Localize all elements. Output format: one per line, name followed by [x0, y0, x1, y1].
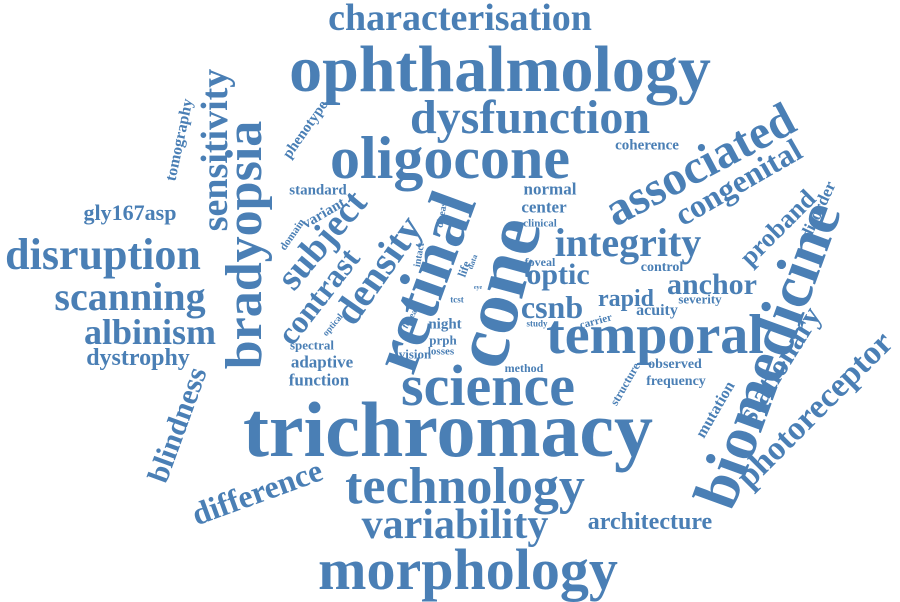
word-phenotype: phenotype	[279, 97, 332, 162]
word-characterisation: characterisation	[328, 0, 592, 39]
word-control: control	[640, 260, 684, 275]
word-foveal: foveal	[524, 255, 556, 269]
word-function: function	[288, 370, 350, 390]
word-prph: prph	[429, 332, 457, 348]
word-center: center	[521, 197, 567, 217]
word-night: night	[428, 316, 462, 333]
word-frequency: frequency	[646, 374, 706, 389]
word-tomography: tomography	[162, 97, 197, 183]
word-integrity: integrity	[554, 220, 702, 265]
word-dysfunction: dysfunction	[409, 91, 651, 144]
word-blindness: blindness	[141, 362, 214, 487]
word-severity: severity	[678, 291, 722, 307]
word-acuity: acuity	[636, 302, 678, 319]
word-tcst: tcst	[450, 294, 464, 305]
word-eye: eye	[473, 285, 483, 291]
word-clinical: clinical	[523, 217, 557, 230]
word-rapid: rapid	[597, 286, 655, 312]
word-dystrophy: dystrophy	[86, 345, 190, 371]
word-science: science	[401, 353, 575, 418]
word-csnb: csnb	[520, 289, 584, 325]
word-method: method	[504, 361, 544, 375]
word-architecture: architecture	[587, 509, 713, 535]
word-gly167asp: gly167asp	[83, 200, 177, 225]
word-observed: observed	[648, 357, 702, 372]
word-anchor: anchor	[667, 268, 757, 301]
word-spectral: spectral	[289, 337, 335, 353]
word-vision: vision	[398, 346, 432, 362]
word-albinism: albinism	[83, 312, 217, 352]
word-coherence: coherence	[615, 137, 679, 154]
word-adaptive: adaptive	[290, 352, 354, 372]
word-morphology: morphology	[318, 537, 618, 602]
word-standard: standard	[289, 182, 347, 199]
word-variability: variability	[361, 502, 549, 548]
word-ophthalmology: ophthalmology	[289, 33, 711, 106]
word-oligocone: oligocone	[330, 125, 570, 191]
word-study: study	[526, 318, 548, 329]
word-trichromacy: trichromacy	[242, 386, 654, 473]
word-disruption: disruption	[5, 230, 201, 279]
word-temporal: temporal	[546, 304, 764, 366]
word-scanning: scanning	[54, 274, 206, 319]
word-optic: optic	[526, 258, 590, 291]
word-losses: losses	[427, 345, 455, 358]
word-bradyopsia: bradyopsia	[216, 120, 273, 370]
word-normal: normal	[523, 179, 577, 199]
word-technology: technology	[345, 458, 585, 515]
